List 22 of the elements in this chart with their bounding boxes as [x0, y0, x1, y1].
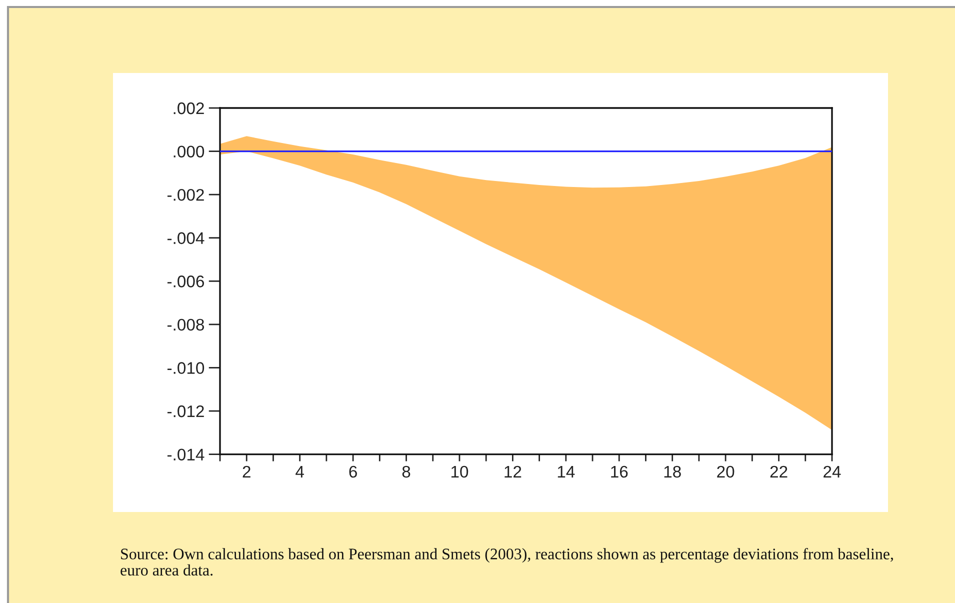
x-tick-label: 4 — [296, 466, 304, 478]
x-tick-label: 12 — [504, 466, 522, 478]
y-tick-label: -.014 — [167, 448, 204, 461]
y-tick-label: -.008 — [167, 318, 204, 331]
x-tick-label: 16 — [611, 466, 628, 478]
x-tick-label: 10 — [451, 466, 468, 478]
x-tick-label: 2 — [242, 466, 250, 478]
y-tick-label: -.004 — [167, 232, 204, 244]
x-tick-label: 18 — [664, 466, 681, 478]
y-tick-label: -.012 — [167, 405, 204, 418]
y-tick-label: .002 — [174, 102, 204, 114]
x-tick-label: 14 — [558, 466, 575, 478]
y-tick-label: -.006 — [167, 276, 204, 288]
source-note: Source: Own calculations based on Peersman and Smets (2003), reactions shown as percentage deviations from baseline, euro area data. — [120, 548, 893, 576]
x-tick-label: 20 — [717, 466, 734, 478]
y-tick-label: .000 — [174, 146, 204, 158]
x-tick-label: 22 — [770, 466, 788, 478]
y-tick-label: -.010 — [167, 362, 204, 374]
x-tick-label: 8 — [402, 466, 410, 478]
x-tick-label: 6 — [349, 466, 357, 478]
x-tick-label: 24 — [824, 466, 841, 478]
y-tick-label: -.002 — [167, 188, 204, 201]
